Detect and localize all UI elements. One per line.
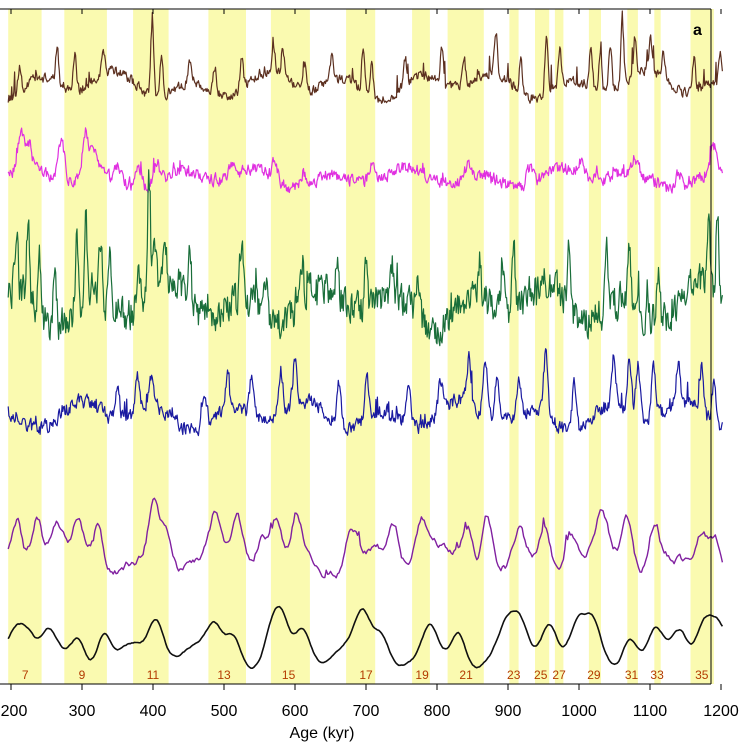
axes-group	[0, 8, 712, 685]
interglacial-band	[447, 9, 484, 684]
interglacial-band	[690, 9, 714, 684]
mis-label: 27	[552, 668, 566, 682]
interglacial-band	[554, 9, 564, 684]
x-axis-label: Age (kyr)	[290, 725, 355, 742]
interglacial-band	[588, 9, 601, 684]
mis-label: 25	[534, 668, 548, 682]
interglacial-band	[8, 9, 42, 684]
series-line-2	[7, 127, 723, 194]
x-tick-label: 1200	[703, 703, 739, 720]
series-line-1	[7, 10, 723, 104]
mis-label: 31	[625, 668, 639, 682]
interglacial-band	[654, 9, 661, 684]
x-tick-label: 200	[1, 703, 28, 720]
interglacial-band	[535, 9, 550, 684]
x-tick-label: 600	[282, 703, 309, 720]
mis-label: 35	[695, 668, 709, 682]
mis-label: 19	[415, 668, 429, 682]
mis-label: 33	[650, 668, 664, 682]
series-line-3	[7, 169, 723, 347]
interglacial-bands	[8, 9, 714, 684]
interglacial-band	[270, 9, 310, 684]
mis-label: 9	[79, 668, 86, 682]
series-line-4	[7, 348, 723, 437]
mis-label: 23	[507, 668, 521, 682]
x-tick-label: 1100	[633, 703, 668, 720]
interglacial-band	[64, 9, 107, 684]
interglacial-band	[346, 9, 376, 684]
mis-labels: 7 9 11 13 15 17 19 21 23 25 27 29 31 33 35	[22, 668, 709, 682]
interglacial-band	[627, 9, 638, 684]
panel-letter: a	[693, 22, 702, 39]
x-tick-label: 300	[69, 703, 96, 720]
interglacial-band	[133, 9, 169, 684]
x-tick-label: 700	[353, 703, 380, 720]
interglacial-band	[208, 9, 246, 684]
mis-label: 15	[282, 668, 296, 682]
series-line-6	[7, 605, 724, 669]
interglacial-band	[509, 9, 519, 684]
x-tick-label: 500	[211, 703, 238, 720]
mis-label: 11	[147, 668, 160, 682]
x-tick-label: 900	[495, 703, 522, 720]
x-ticks: 200 300 400 500 600 700 800 900 1000 1100 1200	[1, 9, 739, 720]
x-tick-label: 800	[424, 703, 451, 720]
interglacial-band	[412, 9, 430, 684]
mis-label: 13	[217, 668, 231, 682]
series-line-5	[7, 497, 724, 579]
mis-label: 7	[22, 668, 29, 682]
mis-label: 21	[459, 668, 473, 682]
mis-label: 29	[587, 668, 601, 682]
series-group	[7, 10, 724, 669]
mis-label: 17	[359, 668, 373, 682]
x-tick-label: 400	[140, 703, 167, 720]
x-tick-label: 1000	[561, 703, 597, 720]
